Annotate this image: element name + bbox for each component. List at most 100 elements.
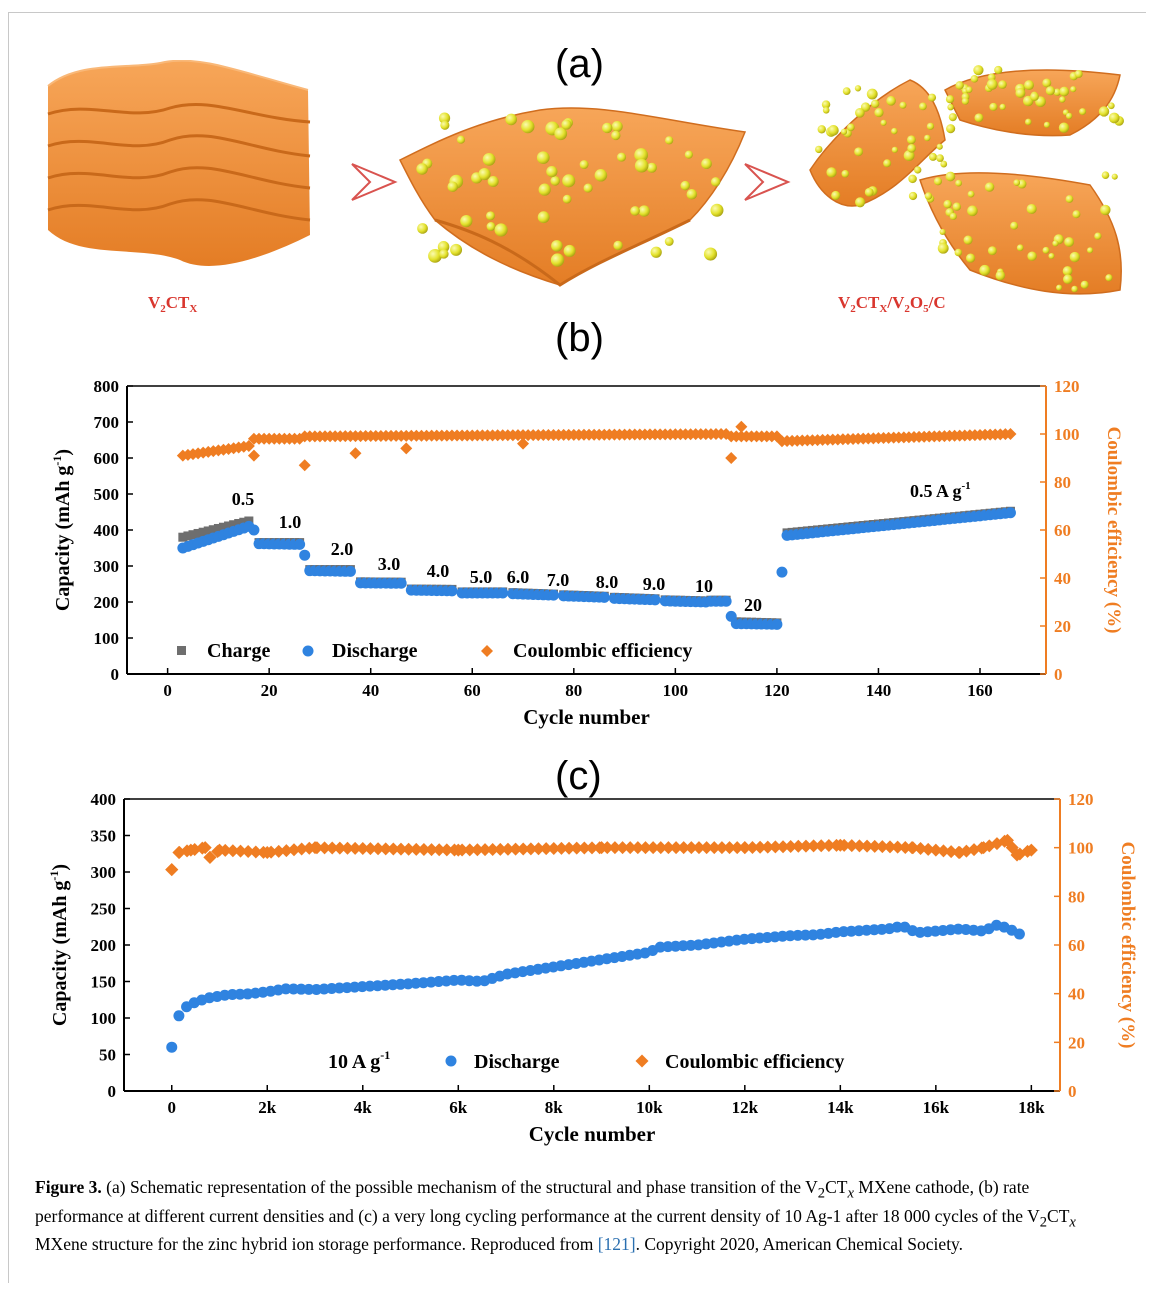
ce-point <box>1000 833 1014 847</box>
ce-point <box>921 842 935 856</box>
ce-point <box>554 841 568 855</box>
particle <box>494 223 508 237</box>
particle <box>874 108 884 118</box>
ce-point <box>165 863 179 877</box>
rate-label: 8.0 <box>596 572 619 592</box>
particle <box>701 158 712 170</box>
ce-point <box>371 842 385 856</box>
x-tick-label: 10k <box>636 1098 663 1117</box>
particle <box>989 102 998 111</box>
particle <box>967 190 975 198</box>
particle <box>943 199 952 209</box>
y-tick-label: 100 <box>91 1009 117 1028</box>
particle <box>933 177 943 186</box>
particle <box>973 65 984 76</box>
particle <box>886 96 896 106</box>
particle <box>987 73 996 82</box>
particle <box>847 123 855 132</box>
particle <box>903 150 915 162</box>
particle <box>537 211 550 224</box>
discharge-point <box>776 566 788 578</box>
x-tick-label: 0 <box>168 1098 177 1117</box>
particle <box>456 135 465 144</box>
y-tick-label: 0 <box>108 1082 117 1101</box>
arrow-2 <box>744 163 791 201</box>
particle <box>1016 244 1024 252</box>
charge-point <box>198 527 208 537</box>
particle <box>634 158 649 173</box>
ce-point <box>1010 848 1024 862</box>
ce-point <box>363 842 377 856</box>
discharge-point <box>299 549 311 561</box>
particle <box>562 194 572 204</box>
rate-label: 7.0 <box>547 570 570 590</box>
particle <box>883 159 892 168</box>
ce-point <box>768 840 782 854</box>
ce-point <box>463 843 477 857</box>
ce-point <box>891 840 905 854</box>
y-tick-label: 400 <box>91 790 117 809</box>
particle <box>929 152 937 161</box>
y-tick-label: 700 <box>94 413 120 432</box>
particle <box>1065 112 1073 120</box>
legend-ce-marker <box>481 645 493 657</box>
particle <box>638 205 650 217</box>
ce-point <box>279 844 293 858</box>
ce-point <box>470 843 484 857</box>
reference-link[interactable]: [121] <box>597 1234 636 1254</box>
ce-point <box>340 841 354 855</box>
particle <box>826 167 837 178</box>
ce-point <box>977 841 991 855</box>
particle <box>1056 284 1063 291</box>
particle <box>562 174 576 188</box>
panel-label-a: (a) <box>555 42 604 86</box>
discharge-point <box>295 983 307 995</box>
ce-point <box>440 843 454 857</box>
x-tick-label: 60 <box>464 681 481 700</box>
particle <box>821 100 831 109</box>
discharge-point <box>649 594 661 606</box>
ce-point <box>226 844 240 858</box>
particle <box>1010 221 1019 230</box>
ce-point <box>1024 843 1038 857</box>
ce-point <box>799 839 813 853</box>
particle <box>703 247 718 261</box>
particle <box>665 136 674 145</box>
particle <box>994 65 1003 75</box>
ce-point <box>348 841 362 855</box>
particle <box>908 174 917 184</box>
particle <box>478 167 491 181</box>
particle <box>967 205 978 217</box>
particle <box>936 143 943 150</box>
ce-point <box>875 840 889 854</box>
legend-charge-marker <box>177 646 186 655</box>
legend-discharge-label: Discharge <box>332 640 418 662</box>
charge-point <box>224 521 234 531</box>
particle <box>1094 232 1102 240</box>
ce-point <box>730 841 744 855</box>
charge-point <box>188 530 198 540</box>
particle <box>710 203 724 217</box>
ce-point <box>478 843 492 857</box>
ce-point <box>753 840 767 854</box>
particle <box>550 253 565 267</box>
ce-point <box>860 839 874 853</box>
particle <box>1101 171 1110 180</box>
ce-point <box>784 839 798 853</box>
particle <box>928 93 937 102</box>
particle <box>563 244 576 257</box>
particle <box>1098 106 1110 117</box>
discharge-point <box>344 565 356 577</box>
particle <box>546 165 558 178</box>
discharge-point <box>173 1010 185 1022</box>
y-tick-label: 800 <box>94 377 120 396</box>
rate-label: 0.5 A g-1 <box>910 480 971 501</box>
particle <box>1062 266 1073 276</box>
y2-tick-label: 20 <box>1054 617 1071 636</box>
particle <box>880 119 887 126</box>
ce-point <box>684 841 698 855</box>
label-v2ctx-v2o5-c: V2CTX/V2O5/C <box>838 293 946 315</box>
particle <box>899 101 907 109</box>
rate-label: 9.0 <box>643 574 666 594</box>
x-tick-label: 14k <box>827 1098 854 1117</box>
